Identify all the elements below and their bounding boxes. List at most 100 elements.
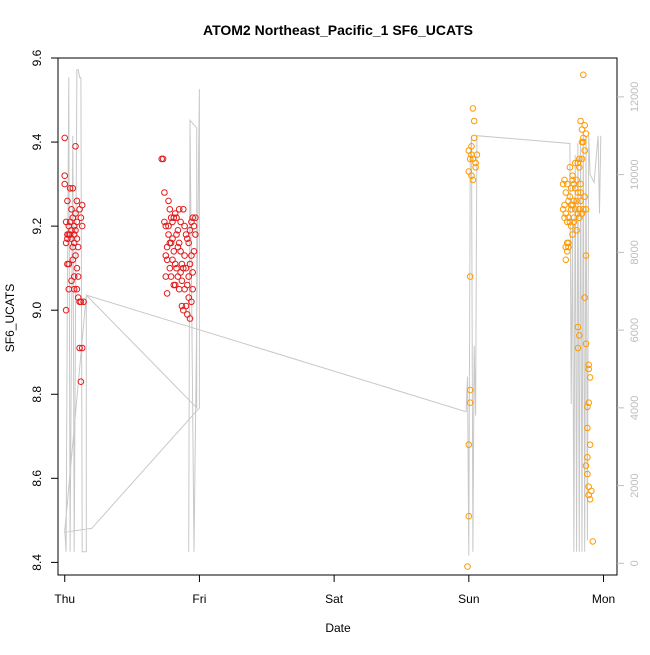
data-point-series-1 (78, 222, 86, 230)
data-point-series-1 (173, 264, 180, 272)
data-point-series-1 (178, 277, 186, 285)
data-point-series-1 (72, 210, 79, 217)
y-tick-label: 9.0 (30, 302, 44, 319)
data-point-series-1 (170, 214, 178, 221)
data-point-series-1 (161, 218, 168, 226)
data-point-series-1 (184, 235, 191, 242)
data-point-series-1 (68, 206, 75, 213)
data-point-series-1 (169, 235, 176, 242)
plot-frame (57, 57, 618, 576)
data-point-series-1 (178, 302, 186, 310)
data-point-series-2 (561, 201, 568, 209)
data-point-series-1 (76, 344, 83, 352)
data-point-series-1 (171, 260, 179, 268)
y2-tick-label: 12000 (629, 82, 641, 113)
data-point-series-1 (177, 248, 184, 255)
data-point-series-1 (166, 206, 174, 213)
data-point-series-2 (578, 210, 586, 217)
data-point-series-1 (62, 239, 70, 247)
data-point-series-2 (559, 180, 567, 188)
data-point-series-1 (78, 201, 86, 209)
data-point-series-2 (578, 155, 586, 163)
data-point-series-2 (578, 138, 586, 146)
data-point-series-1 (171, 281, 179, 289)
data-point-series-2 (465, 441, 473, 449)
data-point-series-2 (466, 399, 474, 407)
data-point-series-2 (585, 399, 593, 407)
data-point-series-1 (180, 264, 187, 272)
data-point-series-2 (576, 164, 583, 171)
data-point-series-1 (182, 302, 190, 310)
data-point-series-1 (159, 155, 167, 163)
y-tick-label: 9.6 (30, 49, 44, 66)
y2-tick-label: 10000 (629, 159, 641, 190)
y-tick-label: 9.2 (30, 217, 44, 234)
data-point-series-1 (189, 269, 196, 276)
data-point-series-1 (173, 231, 180, 238)
data-point-series-2 (580, 71, 587, 79)
altitude-line (64, 69, 602, 556)
data-point-series-1 (70, 273, 78, 280)
data-point-series-2 (466, 273, 474, 280)
data-point-series-2 (574, 189, 582, 196)
data-point-series-2 (586, 374, 594, 381)
data-point-series-2 (562, 189, 570, 196)
data-point-series-1 (65, 260, 73, 268)
data-point-series-2 (582, 340, 590, 348)
data-point-series-2 (469, 105, 477, 112)
data-point-series-2 (570, 180, 578, 188)
data-point-series-1 (77, 378, 85, 386)
data-point-series-1 (73, 197, 81, 205)
data-point-series-1 (165, 197, 172, 205)
y-axis-title: SF6_UCATS (3, 284, 17, 352)
data-point-series-1 (61, 172, 68, 179)
data-point-series-1 (73, 285, 81, 293)
data-point-series-2 (570, 218, 578, 226)
data-point-series-2 (581, 294, 589, 301)
data-point-series-2 (473, 151, 481, 158)
x-tick-label: Mon (592, 592, 615, 606)
data-point-series-2 (577, 189, 584, 196)
data-point-series-2 (581, 147, 589, 154)
data-point-series-2 (466, 155, 474, 163)
data-point-series-2 (577, 197, 584, 205)
data-point-series-1 (189, 285, 196, 293)
data-point-series-2 (472, 159, 479, 167)
data-point-series-1 (190, 248, 198, 255)
data-point-series-1 (178, 260, 186, 268)
data-point-series-1 (66, 185, 74, 192)
data-point-series-2 (468, 172, 475, 179)
data-point-series-1 (166, 264, 174, 272)
data-point-series-1 (162, 222, 170, 230)
y-tick-label: 9.4 (30, 133, 44, 150)
data-point-series-2 (569, 172, 576, 179)
data-point-series-1 (169, 218, 176, 226)
data-point-series-1 (170, 248, 178, 255)
data-point-series-2 (573, 227, 580, 234)
data-point-series-2 (584, 424, 591, 432)
data-point-series-1 (73, 218, 81, 226)
data-point-series-2 (586, 441, 594, 449)
data-point-series-1 (188, 298, 195, 306)
data-point-series-2 (566, 164, 574, 171)
data-point-series-1 (186, 227, 194, 234)
data-point-series-2 (470, 117, 478, 125)
data-points-layer (61, 71, 597, 570)
data-point-series-2 (468, 143, 475, 150)
data-point-series-2 (581, 122, 589, 129)
data-point-series-2 (585, 365, 593, 373)
data-point-series-1 (72, 252, 79, 259)
data-point-series-2 (569, 176, 576, 184)
data-point-series-2 (584, 454, 591, 461)
data-point-series-2 (464, 563, 471, 570)
data-point-series-2 (574, 159, 582, 167)
data-point-series-1 (190, 222, 198, 230)
data-point-series-2 (586, 496, 594, 503)
y2-tick-label: 2000 (629, 473, 641, 497)
data-point-series-1 (175, 206, 183, 213)
data-point-series-2 (577, 117, 584, 125)
x-tick-label: Fri (192, 592, 206, 606)
x-axis-title: Date (325, 621, 351, 635)
x-tick-label: Sat (325, 592, 344, 606)
data-point-series-1 (167, 273, 175, 280)
